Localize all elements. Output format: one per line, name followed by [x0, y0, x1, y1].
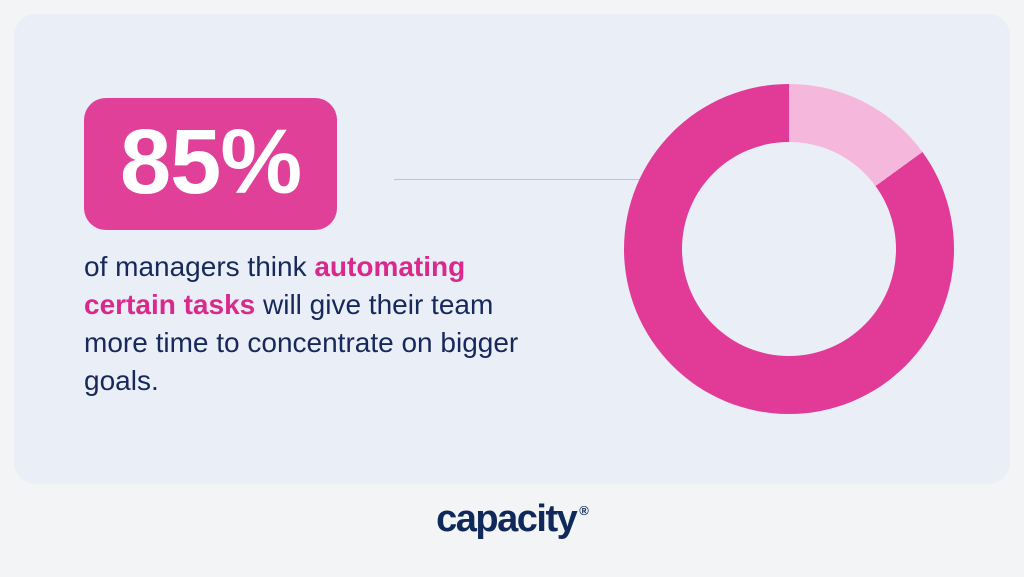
stat-description-prefix: of managers think: [84, 251, 314, 282]
stat-percentage-badge: 85%: [84, 98, 337, 230]
brand-logo-text: capacity: [436, 500, 576, 538]
stat-description: of managers think automating certain tas…: [84, 248, 544, 399]
donut-ring: [624, 84, 954, 414]
brand-logo: capacity ®: [0, 500, 1024, 538]
donut-chart: [624, 84, 954, 414]
stat-card-left-column: 85% of managers think automating certain…: [84, 98, 564, 399]
registered-icon: ®: [579, 503, 589, 518]
donut-hole: [682, 142, 896, 356]
infographic-canvas: 85% of managers think automating certain…: [0, 0, 1024, 577]
stat-card: 85% of managers think automating certain…: [14, 14, 1010, 484]
